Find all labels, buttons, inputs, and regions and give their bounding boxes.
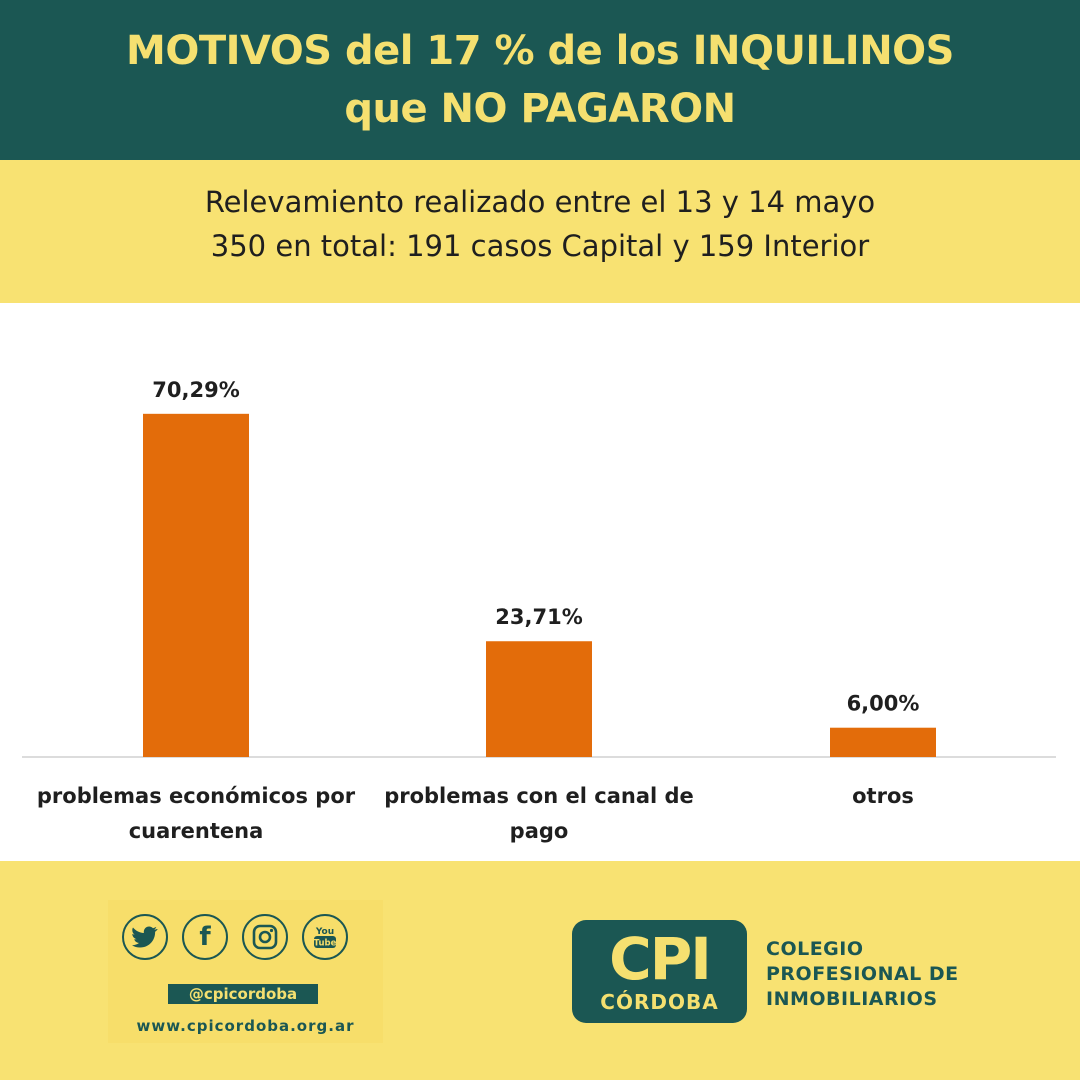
social-handle[interactable]: @cpicordoba — [168, 984, 318, 1004]
chart-panel: 70,29% problemas económicos por cuarentena… — [0, 303, 1080, 861]
subtitle: Relevamiento realizado entre el 13 y 14 … — [0, 180, 1080, 268]
category-label-1-line-0: problemas con el canal de — [384, 784, 694, 808]
bar-1 — [486, 641, 592, 757]
data-label-1: 23,71% — [495, 605, 582, 629]
header-banner: MOTIVOS del 17 % de los INQUILINOS que N… — [0, 0, 1080, 160]
logo-city: CÓRDOBA — [600, 990, 719, 1014]
subtitle-line-1: Relevamiento realizado entre el 13 y 14 … — [204, 185, 876, 219]
subtitle-line-2: 350 en total: 191 casos Capital y 159 In… — [210, 229, 870, 263]
org-name-line-3: INMOBILIARIOS — [766, 988, 938, 1010]
social-block: f You Tube @cpicordoba www.cpicordoba.or… — [108, 900, 383, 1043]
logo-wordmark: CPI — [609, 925, 712, 993]
data-label-0: 70,29% — [152, 378, 239, 402]
org-name-line-2: PROFESIONAL DE — [766, 963, 959, 985]
svg-text:Tube: Tube — [314, 939, 337, 949]
youtube-icon[interactable]: You Tube — [302, 914, 348, 960]
title-line-2: que NO PAGARON — [344, 86, 736, 132]
twitter-icon[interactable] — [122, 914, 168, 960]
instagram-icon[interactable] — [242, 914, 288, 960]
facebook-icon[interactable]: f — [182, 914, 228, 960]
title-line-1: MOTIVOS del 17 % de los INQUILINOS — [126, 28, 954, 74]
social-icons-row: f You Tube — [122, 914, 348, 960]
category-label-2-line-0: otros — [852, 784, 914, 808]
category-label-0-line-0: problemas económicos por — [37, 784, 356, 808]
org-name-line-1: COLEGIO — [766, 938, 864, 960]
svg-text:You: You — [315, 927, 334, 937]
bar-2 — [830, 727, 936, 757]
category-label-0-line-1: cuarentena — [129, 819, 264, 843]
website-link[interactable]: www.cpicordoba.org.ar — [136, 1017, 355, 1035]
cpi-logo: CPI CÓRDOBA — [572, 920, 747, 1023]
category-label-1-line-1: pago — [510, 819, 569, 843]
bar-0 — [143, 413, 249, 757]
data-label-2: 6,00% — [847, 692, 920, 716]
bar-chart: 70,29% problemas económicos por cuarentena… — [22, 378, 1056, 843]
org-name: COLEGIO PROFESIONAL DE INMOBILIARIOS — [766, 937, 996, 1012]
